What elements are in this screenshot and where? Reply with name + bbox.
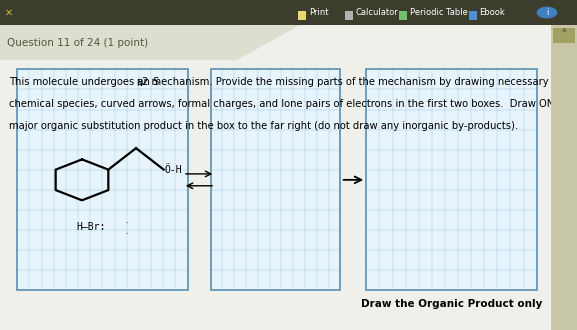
Text: Ö-H: Ö-H: [165, 165, 182, 175]
Text: .: .: [125, 229, 128, 235]
Text: i: i: [546, 8, 548, 17]
Text: ▲: ▲: [561, 27, 567, 33]
Bar: [399, 11, 407, 20]
Bar: [211, 69, 340, 290]
Bar: [17, 69, 188, 290]
Bar: [366, 69, 537, 290]
Bar: [366, 69, 537, 290]
Bar: [17, 69, 188, 290]
Circle shape: [537, 7, 557, 18]
Text: chemical species, curved arrows, formal charges, and lone pairs of electrons in : chemical species, curved arrows, formal …: [9, 99, 577, 109]
Text: This molecule undergoes an S: This molecule undergoes an S: [9, 77, 159, 86]
Bar: [553, 28, 575, 43]
Text: 2 mechanism. Provide the missing parts of the mechanism by drawing necessary: 2 mechanism. Provide the missing parts o…: [142, 77, 549, 86]
Bar: [211, 69, 340, 290]
Polygon shape: [0, 25, 300, 60]
Text: H—Br:: H—Br:: [76, 222, 106, 232]
Text: Question 11 of 24 (1 point): Question 11 of 24 (1 point): [7, 38, 148, 48]
Text: major organic substitution product in the box to the far right (do not draw any : major organic substitution product in th…: [9, 121, 518, 131]
Text: Periodic Table: Periodic Table: [410, 8, 467, 17]
Bar: [0, 25, 237, 60]
Text: Calculator: Calculator: [355, 8, 398, 17]
Text: Print: Print: [309, 8, 328, 17]
Text: .: .: [125, 218, 128, 224]
Bar: [345, 11, 353, 20]
Text: Ebook: Ebook: [479, 8, 505, 17]
Bar: [551, 25, 577, 330]
Text: Draw the Organic Product only: Draw the Organic Product only: [361, 299, 542, 309]
Bar: [469, 11, 477, 20]
Text: ✕: ✕: [5, 8, 13, 17]
Bar: [0, 0, 577, 25]
Text: N: N: [136, 79, 142, 88]
Bar: [298, 11, 306, 20]
